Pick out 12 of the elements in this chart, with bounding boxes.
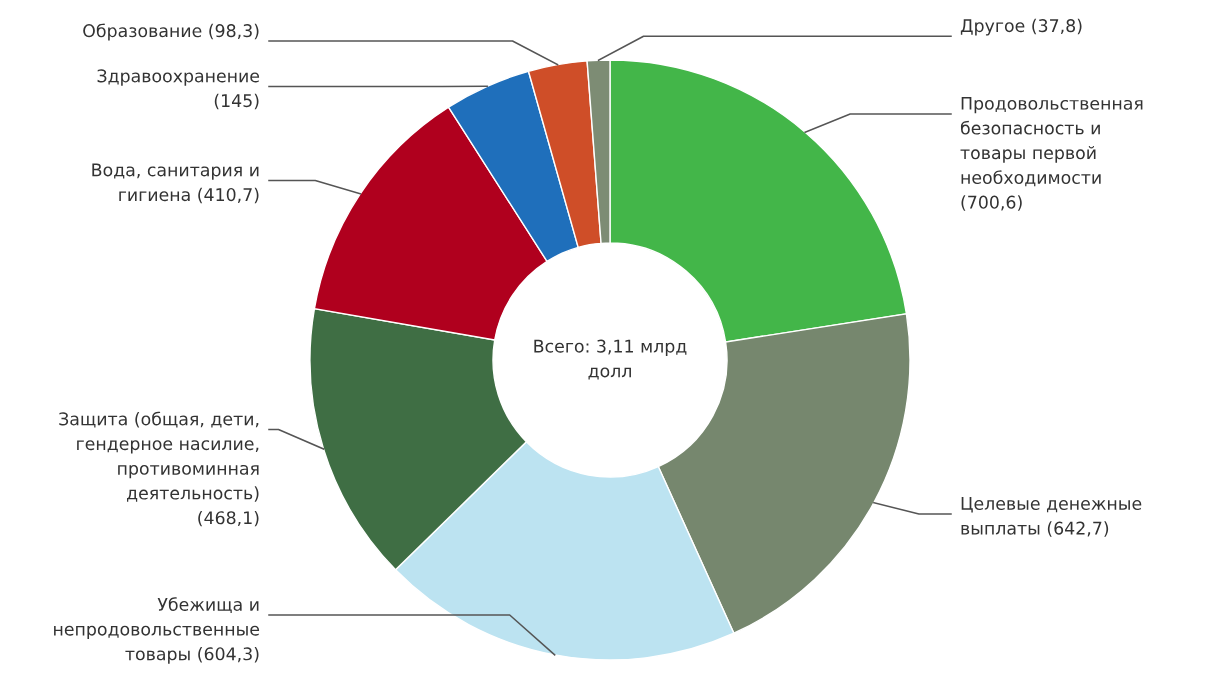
slice-label: Здравоохранение [97, 69, 260, 86]
text: Всего: 3,11 млрд долл [534, 339, 687, 380]
slice-label: Убежища и непродовольственные товары (604,3) [54, 597, 260, 664]
slice-label: Целевые денежные выплаты (642,7) [961, 497, 1142, 537]
data-label: (468,1) [198, 510, 259, 527]
slice-label: Вода, санитария и гигиена (410,7) [92, 163, 259, 204]
slice-label: Защита (общая, дети, гендерное насилие, противоминная деятельность) [59, 411, 259, 502]
slice-label: Образование (98,3) [83, 23, 259, 41]
slice-label: Другое (37,8) [960, 18, 1082, 36]
data-label: (145) [214, 93, 259, 110]
slice-label: Продовольственная безопасность и товары первой необходимости [960, 96, 1143, 187]
data-label: (700,6) [961, 195, 1022, 211]
